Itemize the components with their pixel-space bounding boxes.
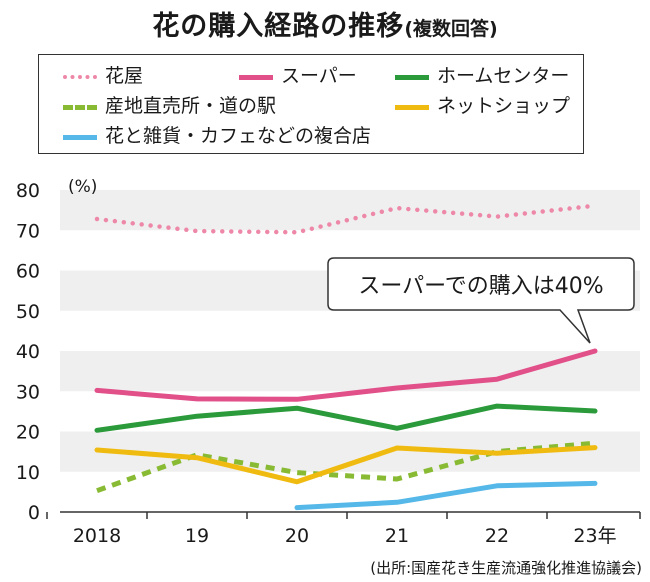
grid-bands <box>60 190 640 472</box>
legend-swatch-homecenter <box>395 75 429 80</box>
legend-swatch-sanchi <box>63 105 97 110</box>
series-line-net <box>94 445 598 485</box>
y-tick-label: 50 <box>16 301 40 323</box>
x-tick-label: 2018 <box>73 525 121 547</box>
legend-label-sanchi: 産地直売所・道の駅 <box>105 95 277 117</box>
series-line-hanaya <box>94 203 598 235</box>
grid-band-30 <box>60 351 640 392</box>
y-tick-label: 40 <box>16 341 40 363</box>
series-line-cafe <box>294 480 598 511</box>
legend: 花屋 スーパー ホームセンター 産地直売所・道の駅 ネットショップ 花と雑貨・カ… <box>38 54 584 154</box>
legend-swatch-cafe <box>63 135 97 140</box>
chart-title: 花の購入経路の推移(複数回答) <box>0 4 650 43</box>
legend-label-net: ネットショップ <box>437 95 571 117</box>
annotation-text: スーパーでの購入は40% <box>358 274 603 299</box>
legend-swatch-net <box>395 105 429 110</box>
x-tick-label: 21 <box>385 525 409 547</box>
y-tick-label: 80 <box>16 180 40 202</box>
y-tick-label: 30 <box>16 381 40 403</box>
y-tick-label: 0 <box>28 502 40 524</box>
legend-label-hanaya: 花屋 <box>105 65 144 87</box>
x-tick-label: 20 <box>285 525 309 547</box>
x-axis: 2018 19 20 21 22 23年 <box>46 511 641 547</box>
source-note: (出所:国産花き生産流通強化推進協議会) <box>370 559 642 577</box>
series-line-sanchi <box>96 440 596 494</box>
series-line-super <box>94 348 598 402</box>
y-axis-ticks: 0 10 20 30 40 50 60 70 80 <box>16 180 40 524</box>
y-tick-label: 10 <box>16 462 40 484</box>
x-tick-label: 19 <box>185 525 209 547</box>
chart-subtitle: (複数回答) <box>404 18 498 40</box>
y-tick-label: 20 <box>16 422 40 444</box>
legend-swatch-hanaya <box>63 75 97 79</box>
legend-label-cafe: 花と雑貨・カフェなどの複合店 <box>105 125 372 147</box>
legend-swatch-super <box>239 75 273 80</box>
y-tick-label: 60 <box>16 261 40 283</box>
y-axis-unit: (%) <box>68 177 97 197</box>
x-tick-label: 23年 <box>573 525 616 547</box>
annotation-callout: スーパーでの購入は40% <box>327 257 635 344</box>
x-tick-label: 22 <box>485 525 509 547</box>
annotation-callout-box <box>327 257 635 344</box>
chart-title-main: 花の購入経路の推移 <box>152 11 405 42</box>
series-lines <box>94 203 598 511</box>
y-tick-label: 70 <box>16 220 40 242</box>
legend-label-super: スーパー <box>281 65 357 87</box>
legend-label-homecenter: ホームセンター <box>437 65 570 87</box>
series-line-homecenter <box>94 403 598 433</box>
